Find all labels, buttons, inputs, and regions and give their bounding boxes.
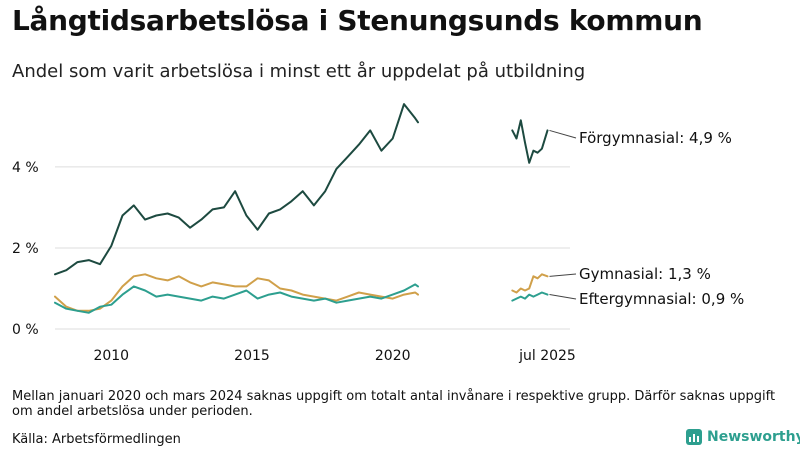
bar-chart-icon	[686, 429, 702, 445]
series-end-label: Förgymnasial: 4,9 %	[579, 129, 732, 147]
brand-name: Newsworthy	[707, 429, 800, 445]
leader-line	[549, 273, 577, 277]
x-tick-label: 2020	[375, 348, 411, 364]
series-line	[511, 119, 549, 164]
y-tick-label: 2 %	[12, 241, 39, 257]
x-tick-label: jul 2025	[518, 348, 576, 364]
series-end-label: Gymnasial: 1,3 %	[579, 265, 711, 283]
x-tick-label: 2010	[93, 348, 129, 364]
leader-line	[549, 129, 577, 139]
chart-subtitle: Andel som varit arbetslösa i minst ett å…	[12, 61, 586, 82]
series-end-label: Eftergymnasial: 0,9 %	[579, 290, 744, 308]
leader-line	[549, 294, 577, 300]
x-tick-label: 2015	[234, 348, 270, 364]
chart-source: Källa: Arbetsförmedlingen	[12, 432, 181, 447]
series-line	[511, 291, 549, 302]
chart-area: 0 % 2 % 4 % 2010 2015 2020 jul 2025 Förgymnasia…	[12, 103, 744, 364]
y-tick-label: 0 %	[12, 322, 39, 338]
chart-title: Långtidsarbetslösa i Stenungsunds kommun	[12, 4, 703, 37]
chart-note: Mellan januari 2020 och mars 2024 saknas…	[12, 389, 776, 419]
brand-logo[interactable]: Newsworthy	[686, 429, 800, 445]
series-line	[54, 283, 419, 314]
series-line	[54, 273, 419, 312]
series-line	[511, 273, 549, 294]
series-line	[54, 103, 419, 276]
y-tick-label: 4 %	[12, 160, 39, 176]
